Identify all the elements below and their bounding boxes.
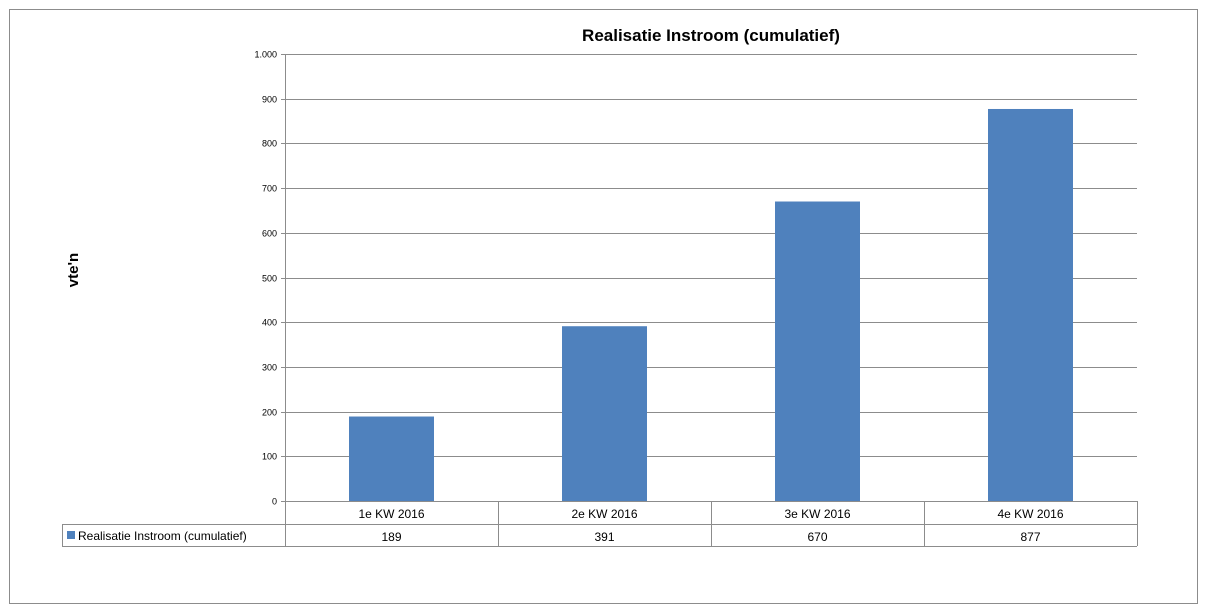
bar xyxy=(988,108,1073,501)
bar xyxy=(562,326,647,501)
y-tick-label: 200 xyxy=(262,408,277,418)
y-tick-label: 900 xyxy=(262,95,277,105)
y-tick-label: 1.000 xyxy=(254,50,277,60)
bar xyxy=(349,416,434,501)
data-table-value: 189 xyxy=(381,530,401,544)
chart-title: Realisatie Instroom (cumulatief) xyxy=(582,26,840,45)
data-table-value: 877 xyxy=(1020,530,1040,544)
x-category-label: 2e KW 2016 xyxy=(571,507,637,521)
y-axis-ticks: 0 100 200 300 400 500 600 700 800 900 1.000 xyxy=(254,50,277,507)
y-tick-label: 400 xyxy=(262,318,277,328)
y-tick-label: 600 xyxy=(262,229,277,239)
x-category-label: 1e KW 2016 xyxy=(358,507,424,521)
y-axis-label: vte'n xyxy=(65,253,82,287)
y-tick-label: 0 xyxy=(272,497,277,507)
legend-label: Realisatie Instroom (cumulatief) xyxy=(78,529,247,543)
y-tick-label: 300 xyxy=(262,363,277,373)
bar xyxy=(775,201,860,501)
bars xyxy=(349,108,1073,501)
y-tick-label: 500 xyxy=(262,274,277,284)
data-table-value: 670 xyxy=(807,530,827,544)
x-category-label: 4e KW 2016 xyxy=(997,507,1063,521)
legend-key xyxy=(67,531,75,539)
y-tick-label: 800 xyxy=(262,139,277,149)
data-table-value: 391 xyxy=(594,530,614,544)
x-category-label: 3e KW 2016 xyxy=(784,507,850,521)
data-table: 1e KW 2016 189 2e KW 2016 391 3e KW 2016 670 4… xyxy=(62,501,1138,547)
y-tick-label: 700 xyxy=(262,184,277,194)
y-tick-label: 100 xyxy=(262,452,277,462)
